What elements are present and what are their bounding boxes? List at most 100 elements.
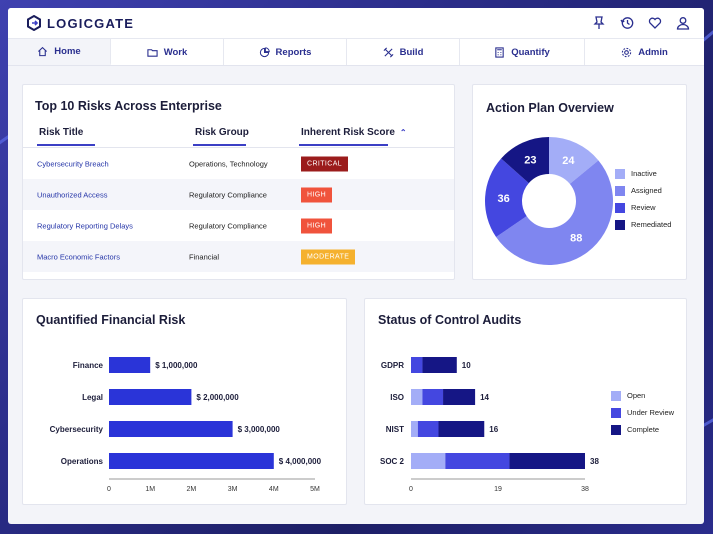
audit-bar-segment-complete [509, 453, 585, 469]
nav-build[interactable]: Build [347, 39, 460, 65]
legend-item-open: Open [611, 387, 674, 404]
x-tick-label: 0 [409, 486, 413, 493]
history-icon[interactable] [620, 16, 634, 30]
nav-home-label: Home [54, 45, 81, 57]
audit-bar-segment-under-review [445, 453, 510, 469]
financial-bar [109, 421, 233, 437]
financial-bar [109, 357, 151, 373]
bar-category-label: Cybersecurity [50, 425, 104, 434]
column-risk-title[interactable]: Risk Title [39, 127, 84, 138]
legend-item-remediated: Remediated [615, 216, 671, 233]
audit-bar-segment-under-review [422, 389, 444, 405]
risk-group-cell: Regulatory Compliance [189, 190, 267, 199]
audits-legend: Open Under Review Complete [611, 387, 674, 438]
column-inherent-risk-score[interactable]: Inherent Risk Score ⌃ [301, 127, 407, 138]
x-tick-label: 0 [107, 486, 111, 493]
x-tick-label: 38 [581, 486, 589, 493]
nav-home[interactable]: Home [8, 39, 111, 65]
user-icon[interactable] [676, 16, 690, 30]
legend-item-review: Review [615, 199, 671, 216]
bar-total-label: 14 [480, 393, 489, 402]
legend-label: Inactive [631, 169, 657, 178]
bar-category-label: Operations [61, 457, 104, 466]
bar-value-label: $ 4,000,000 [279, 457, 322, 466]
column-inherent-risk-score-label: Inherent Risk Score [301, 127, 395, 138]
bar-value-label: $ 1,000,000 [155, 361, 198, 370]
donut-value-label: 36 [497, 193, 509, 205]
control-audits-card: Status of Control Audits GDPR 10 ISO 14 NIST… [364, 298, 687, 505]
action-plan-legend: Inactive Assigned Review Remediated [615, 165, 671, 233]
x-tick-label: 5M [310, 486, 320, 493]
logo[interactable]: LOGICGATE [26, 15, 134, 31]
nav-reports[interactable]: Reports [224, 39, 347, 65]
bar-total-label: 10 [462, 361, 471, 370]
sort-icon[interactable]: ⌃ [399, 128, 407, 137]
top-risks-title: Top 10 Risks Across Enterprise [35, 99, 222, 113]
home-icon [38, 46, 48, 56]
legend-item-inactive: Inactive [615, 165, 671, 182]
donut-slice-review [485, 158, 529, 237]
legend-label: Open [627, 391, 646, 400]
pie-chart-icon [259, 46, 270, 57]
legend-label: Complete [627, 425, 660, 434]
x-tick-label: 4M [269, 486, 279, 493]
app-window: LOGICGATE Home Work Reports Build Quanti [8, 8, 704, 524]
x-tick-label: 1M [145, 486, 155, 493]
nav-reports-label: Reports [275, 46, 312, 58]
donut-slice-remediated [501, 137, 549, 184]
table-row[interactable]: Cybersecurity Breach Operations, Technol… [23, 148, 454, 179]
logicgate-logo-icon [27, 15, 41, 31]
legend-item-under-review: Under Review [611, 404, 674, 421]
audit-bar-segment-open [411, 389, 423, 405]
risk-group-cell: Regulatory Compliance [189, 221, 267, 230]
risk-title-cell[interactable]: Unauthorized Access [37, 190, 108, 199]
action-plan-card: Action Plan Overview 24 88 36 23 Inactive A… [472, 84, 687, 280]
table-row[interactable]: Regulatory Reporting Delays Regulatory C… [23, 210, 454, 241]
main-nav: Home Work Reports Build Quantify Admin [8, 38, 704, 66]
control-audits-stacked-bar-chart: GDPR 10 ISO 14 NIST 16 SOC 2 38 0 19 38 [380, 357, 599, 493]
top-icons [592, 16, 690, 30]
heart-icon[interactable] [648, 16, 662, 30]
nav-admin[interactable]: Admin [585, 39, 704, 65]
legend-label: Assigned [631, 186, 662, 195]
risk-title-cell[interactable]: Regulatory Reporting Delays [37, 221, 133, 230]
legend-label: Under Review [627, 408, 675, 417]
nav-admin-label: Admin [638, 46, 668, 58]
nav-build-label: Build [399, 46, 424, 58]
legend-label: Review [631, 203, 656, 212]
financial-bar [109, 453, 274, 469]
table-row[interactable]: Macro Economic Factors Financial MODERAT… [23, 241, 454, 272]
nav-work[interactable]: Work [111, 39, 224, 65]
bar-value-label: $ 3,000,000 [238, 425, 281, 434]
risk-title-cell[interactable]: Cybersecurity Breach [37, 159, 109, 168]
nav-work-label: Work [163, 46, 188, 58]
financial-risk-card: Quantified Financial Risk Finance $ 1,000… [22, 298, 347, 505]
audit-bar-segment-complete [422, 357, 457, 373]
top-bar: LOGICGATE [8, 8, 704, 38]
audit-bar-segment-open [411, 453, 446, 469]
audit-bar-segment-open [411, 421, 418, 437]
donut-slice-assigned [496, 160, 613, 265]
audit-bar-segment-complete [443, 389, 476, 405]
column-risk-group[interactable]: Risk Group [195, 127, 249, 138]
pin-icon[interactable] [592, 16, 606, 30]
nav-quantify-label: Quantify [511, 46, 550, 58]
risk-score-badge: MODERATE [301, 249, 356, 264]
audit-bar-segment-under-review [411, 357, 423, 373]
nav-quantify[interactable]: Quantify [460, 39, 585, 65]
bar-category-label: SOC 2 [380, 457, 405, 466]
risk-title-cell[interactable]: Macro Economic Factors [37, 252, 120, 261]
bar-category-label: GDPR [381, 361, 404, 370]
top-risks-card: Top 10 Risks Across Enterprise Risk Titl… [22, 84, 455, 280]
folder-icon [147, 48, 158, 57]
bar-category-label: Legal [82, 393, 103, 402]
bar-category-label: Finance [73, 361, 104, 370]
table-row[interactable]: Unauthorized Access Regulatory Complianc… [23, 179, 454, 210]
bar-category-label: NIST [386, 425, 404, 434]
logo-text: LOGICGATE [47, 15, 135, 31]
audit-bar-segment-under-review [417, 421, 439, 437]
risk-group-cell: Financial [189, 252, 220, 261]
x-tick-label: 3M [228, 486, 238, 493]
risk-group-cell: Operations, Technology [189, 159, 268, 168]
legend-item-complete: Complete [611, 421, 674, 438]
